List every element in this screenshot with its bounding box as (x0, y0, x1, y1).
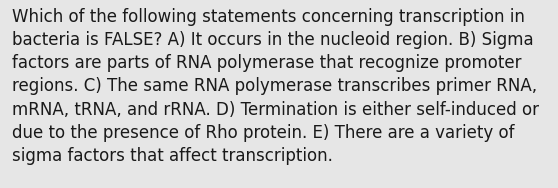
Text: Which of the following statements concerning transcription in
bacteria is FALSE?: Which of the following statements concer… (12, 8, 539, 165)
